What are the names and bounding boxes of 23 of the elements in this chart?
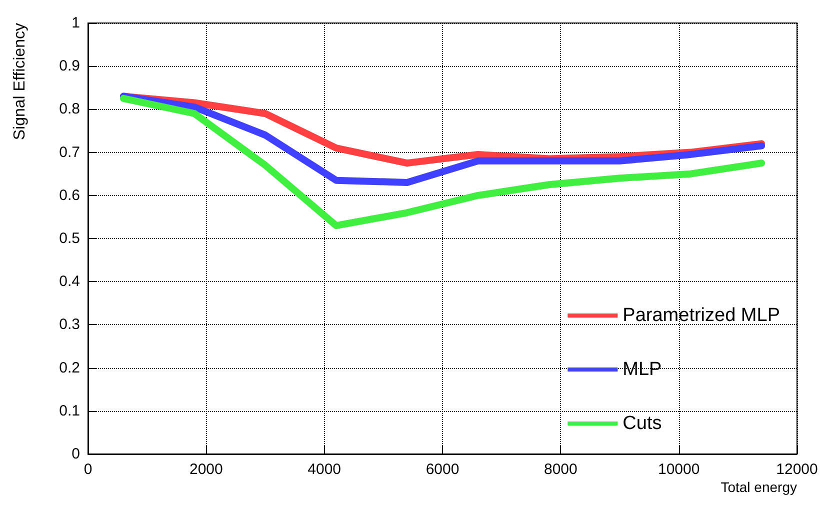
x-tick-label: 0 (84, 461, 92, 478)
x-tick-label: 12000 (776, 461, 818, 478)
y-tick-label: 0.6 (59, 186, 80, 204)
y-tick-label: 0.2 (59, 359, 80, 376)
y-tick-label: 0.3 (59, 316, 80, 334)
legend-label: MLP (622, 359, 662, 380)
y-tick-label: 0.7 (59, 144, 80, 161)
legend-label: Parametrized MLP (622, 305, 780, 326)
x-tick-label: 8000 (544, 461, 578, 478)
y-tick-label: 0.5 (59, 230, 80, 247)
x-tick-label: 10000 (658, 461, 700, 478)
y-tick-label: 0 (72, 446, 80, 462)
y-axis-title: Signal Efficiency (12, 23, 28, 140)
y-tick-label: 0.9 (59, 58, 80, 75)
x-tick-label: 6000 (426, 461, 460, 478)
y-tick-label: 0.1 (59, 402, 80, 420)
y-tick-label: 0.8 (59, 100, 80, 118)
legend-label: Cuts (622, 413, 662, 434)
x-tick-label: 2000 (189, 461, 223, 478)
y-tick-label: 1 (72, 14, 80, 32)
x-tick-label: 4000 (308, 461, 342, 478)
y-tick-label: 0.4 (59, 273, 80, 290)
x-axis-title: Total energy (720, 479, 797, 495)
